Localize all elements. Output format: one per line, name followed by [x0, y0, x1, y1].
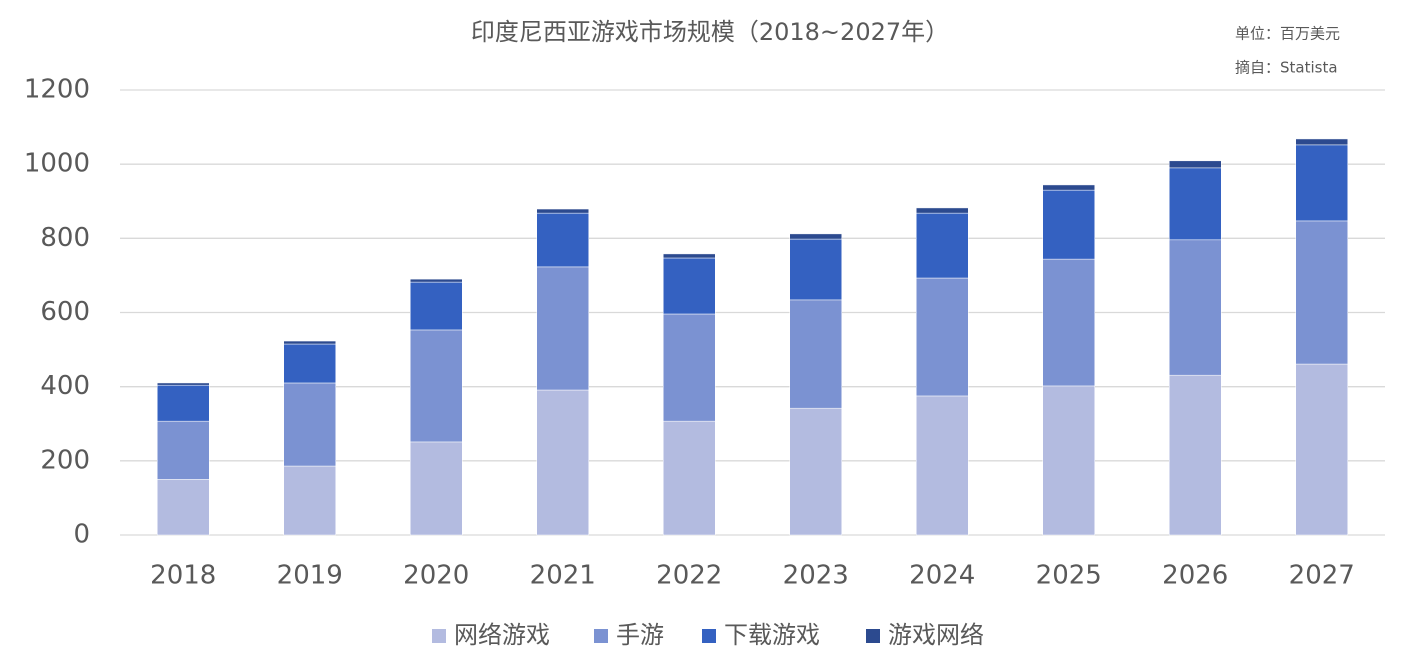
- legend-swatch: [866, 629, 880, 643]
- y-tick-label: 200: [40, 445, 90, 475]
- x-tick-label: 2023: [783, 561, 849, 591]
- bar-segment: [663, 257, 716, 315]
- bar-segment: [663, 313, 716, 422]
- x-tick-label: 2027: [1289, 561, 1355, 591]
- x-tick-label: 2021: [530, 561, 596, 591]
- bar-segment: [1042, 385, 1095, 536]
- legend-swatch: [594, 629, 608, 643]
- bar-segment: [1042, 258, 1095, 387]
- bar-segment: [789, 233, 842, 240]
- bar-segment: [916, 207, 969, 214]
- bar-segment: [789, 407, 842, 536]
- bar-segment: [157, 420, 210, 480]
- bar-segment: [663, 420, 716, 536]
- y-tick-label: 400: [40, 371, 90, 401]
- bar-segment: [789, 238, 842, 301]
- bar-segment: [1169, 374, 1222, 536]
- bar-segment: [536, 266, 589, 391]
- unit-note: 单位：百万美元: [1235, 25, 1340, 43]
- source-note: 摘自：Statista: [1235, 59, 1338, 77]
- x-tick-label: 2024: [909, 561, 975, 591]
- y-tick-label: 600: [40, 297, 90, 327]
- bar-segment: [663, 253, 716, 259]
- y-tick-label: 0: [73, 520, 90, 550]
- bar-segment: [916, 277, 969, 397]
- legend-label: 下载游戏: [724, 621, 820, 649]
- bar-segment: [536, 212, 589, 268]
- bar-segment: [1295, 138, 1348, 146]
- bar-segment: [157, 384, 210, 422]
- bar-segment: [283, 340, 336, 345]
- x-tick-label: 2025: [1036, 561, 1102, 591]
- bar-segment: [1042, 189, 1095, 260]
- bar-segment: [536, 208, 589, 214]
- bar-segment: [1169, 167, 1222, 241]
- bar-segment: [1295, 220, 1348, 365]
- legend-swatch: [702, 629, 716, 643]
- bar-segment: [1169, 239, 1222, 376]
- x-tick-label: 2020: [403, 561, 469, 591]
- legend-label: 手游: [616, 621, 664, 649]
- bar-segment: [536, 389, 589, 536]
- x-tick-label: 2019: [277, 561, 343, 591]
- x-tick-label: 2022: [656, 561, 722, 591]
- bar-segment: [410, 441, 463, 536]
- chart-title: 印度尼西亚游戏市场规模（2018~2027年）: [471, 18, 949, 46]
- bar-segment: [1295, 363, 1348, 536]
- y-tick-label: 1000: [24, 149, 90, 179]
- legend-label: 网络游戏: [454, 621, 550, 649]
- bar-segment: [916, 395, 969, 536]
- bar-segment: [157, 479, 210, 536]
- bar-segment: [789, 299, 842, 409]
- legend-swatch: [432, 629, 446, 643]
- bar-segment: [916, 212, 969, 279]
- legend-label: 游戏网络: [888, 621, 984, 649]
- y-tick-label: 800: [40, 223, 90, 253]
- x-tick-label: 2026: [1162, 561, 1228, 591]
- bar-segment: [1042, 184, 1095, 191]
- bar-segment: [283, 343, 336, 384]
- bar-segment: [1295, 144, 1348, 222]
- bar-segment: [410, 278, 463, 283]
- bar-segment: [410, 329, 463, 443]
- bar-segment: [283, 465, 336, 536]
- y-tick-label: 1200: [24, 75, 90, 105]
- bar-segment: [283, 382, 336, 467]
- x-tick-label: 2018: [150, 561, 216, 591]
- bar-segment: [410, 281, 463, 331]
- bar-segment: [157, 382, 210, 386]
- bar-segment: [1169, 160, 1222, 169]
